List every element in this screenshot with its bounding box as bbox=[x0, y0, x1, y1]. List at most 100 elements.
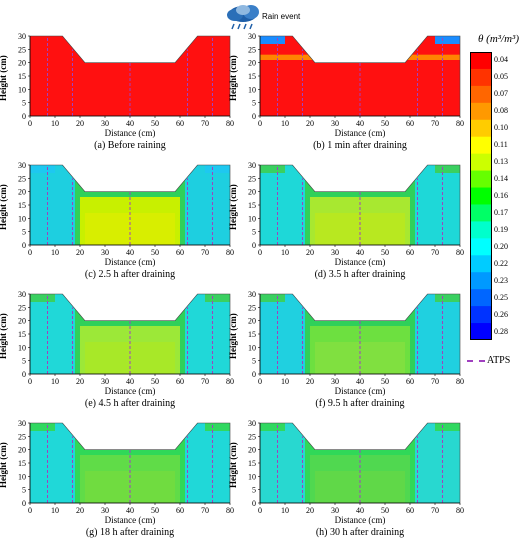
x-tick-label: 20 bbox=[76, 506, 84, 515]
left-crest-band bbox=[30, 36, 55, 44]
x-tick-label: 50 bbox=[381, 377, 389, 386]
colorbar-tick-label: 0.11 bbox=[494, 140, 508, 150]
left-slope-zone bbox=[260, 423, 305, 503]
x-tick-label: 60 bbox=[176, 506, 184, 515]
left-crest-band bbox=[260, 36, 285, 44]
y-tick-label: 30 bbox=[248, 161, 256, 170]
x-tick-label: 0 bbox=[28, 377, 32, 386]
y-tick-label: 25 bbox=[18, 303, 26, 312]
panel-caption: (f) 9.5 h after draining bbox=[315, 398, 405, 409]
right-crest-band bbox=[435, 294, 460, 302]
moisture-contour-plot: 0 10 20 30 40 50 60 70 80 0 5 10 15 20 25 30 bbox=[18, 419, 234, 515]
left-slope-zone bbox=[260, 36, 305, 116]
x-tick-label: 30 bbox=[331, 119, 339, 128]
x-tick-label: 40 bbox=[356, 506, 364, 515]
x-tick-label: 60 bbox=[176, 248, 184, 257]
right-slope-zone bbox=[185, 36, 230, 116]
x-tick-label: 80 bbox=[456, 119, 464, 128]
x-tick-label: 10 bbox=[51, 506, 59, 515]
y-tick-label: 10 bbox=[18, 214, 26, 223]
right-slope-zone bbox=[185, 294, 230, 374]
y-tick-label: 5 bbox=[252, 486, 256, 495]
y-tick-label: 25 bbox=[18, 174, 26, 183]
colorbar-tick-label: 0.23 bbox=[494, 275, 508, 285]
x-tick-label: 30 bbox=[101, 119, 109, 128]
y-tick-label: 10 bbox=[248, 214, 256, 223]
x-tick-label: 80 bbox=[226, 119, 234, 128]
y-tick-label: 15 bbox=[248, 330, 256, 339]
panel-caption: (b) 1 min after draining bbox=[313, 140, 407, 151]
channel-void bbox=[292, 165, 428, 192]
y-tick-label: 10 bbox=[248, 343, 256, 352]
channel-void bbox=[62, 294, 198, 321]
x-tick-label: 40 bbox=[126, 506, 134, 515]
x-axis-label: Distance (cm) bbox=[334, 128, 386, 138]
moisture-contour-plot: 0 10 20 30 40 50 60 70 80 0 5 10 15 20 25 30 bbox=[18, 290, 234, 386]
channel-void bbox=[62, 423, 198, 450]
y-tick-label: 30 bbox=[18, 419, 26, 428]
x-tick-label: 50 bbox=[151, 119, 159, 128]
left-crest-band bbox=[30, 165, 55, 173]
x-tick-label: 40 bbox=[356, 119, 364, 128]
colorbar-tick-label: 0.19 bbox=[494, 224, 508, 234]
colorbar-segment bbox=[470, 306, 492, 324]
panel-caption: (c) 2.5 h after draining bbox=[84, 269, 176, 280]
x-tick-label: 30 bbox=[331, 506, 339, 515]
x-tick-label: 70 bbox=[201, 119, 209, 128]
x-tick-label: 80 bbox=[456, 248, 464, 257]
colorbar-tick-label: 0.25 bbox=[494, 292, 508, 302]
colorbar-tick-label: 0.28 bbox=[494, 326, 508, 336]
y-tick-label: 25 bbox=[248, 174, 256, 183]
colorbar-tick-label: 0.22 bbox=[494, 258, 508, 268]
right-crest-band bbox=[205, 294, 230, 302]
y-tick-label: 15 bbox=[248, 459, 256, 468]
panel-e: Height (cm) 0 10 20 30 40 50 60 70 80 0 5 10 15 20 25 3… bbox=[0, 286, 234, 416]
panel-caption: (e) 4.5 h after draining bbox=[84, 398, 176, 409]
left-slope-zone bbox=[260, 165, 305, 245]
x-axis-label: Distance (cm) bbox=[334, 386, 386, 396]
x-tick-label: 80 bbox=[456, 377, 464, 386]
y-tick-label: 15 bbox=[18, 72, 26, 81]
colorbar-segment bbox=[470, 323, 492, 340]
x-tick-label: 60 bbox=[406, 506, 414, 515]
colorbar-title: θ (m³/m³) bbox=[478, 33, 520, 45]
colorbar-segment bbox=[470, 136, 492, 155]
x-tick-label: 70 bbox=[431, 377, 439, 386]
x-tick-label: 10 bbox=[281, 248, 289, 257]
y-tick-label: 5 bbox=[252, 357, 256, 366]
left-crest-band bbox=[260, 165, 285, 173]
y-tick-label: 20 bbox=[248, 446, 256, 455]
y-tick-label: 15 bbox=[18, 459, 26, 468]
y-tick-label: 10 bbox=[248, 85, 256, 94]
y-tick-label: 30 bbox=[248, 419, 256, 428]
colorbar bbox=[470, 52, 492, 340]
moisture-contour-plot: 0 10 20 30 40 50 60 70 80 0 5 10 15 20 25 30 bbox=[248, 32, 464, 128]
y-tick-label: 5 bbox=[22, 228, 26, 237]
y-tick-label: 20 bbox=[18, 317, 26, 326]
atps-label: ATPS bbox=[486, 355, 511, 366]
colorbar-segment bbox=[470, 289, 492, 307]
left-slope-zone bbox=[30, 423, 75, 503]
colorbar-tick-label: 0.04 bbox=[494, 55, 508, 65]
right-slope-zone bbox=[185, 423, 230, 503]
y-tick-label: 25 bbox=[248, 303, 256, 312]
y-tick-label: 0 bbox=[22, 370, 26, 379]
x-tick-label: 10 bbox=[281, 119, 289, 128]
x-tick-label: 40 bbox=[126, 377, 134, 386]
x-tick-label: 80 bbox=[226, 248, 234, 257]
colorbar-tick-label: 0.10 bbox=[494, 123, 508, 133]
x-tick-label: 20 bbox=[76, 377, 84, 386]
left-crest-band bbox=[30, 423, 55, 431]
x-tick-label: 20 bbox=[306, 506, 314, 515]
right-slope-zone bbox=[185, 165, 230, 245]
x-tick-label: 70 bbox=[431, 248, 439, 257]
x-tick-label: 50 bbox=[381, 506, 389, 515]
x-tick-label: 50 bbox=[151, 377, 159, 386]
x-tick-label: 20 bbox=[306, 377, 314, 386]
y-tick-label: 5 bbox=[22, 486, 26, 495]
colorbar-tick-label: 0.07 bbox=[494, 89, 508, 99]
atps-dashed-line-icon bbox=[467, 359, 485, 362]
y-tick-label: 0 bbox=[252, 112, 256, 121]
x-tick-label: 0 bbox=[28, 248, 32, 257]
x-tick-label: 40 bbox=[126, 248, 134, 257]
